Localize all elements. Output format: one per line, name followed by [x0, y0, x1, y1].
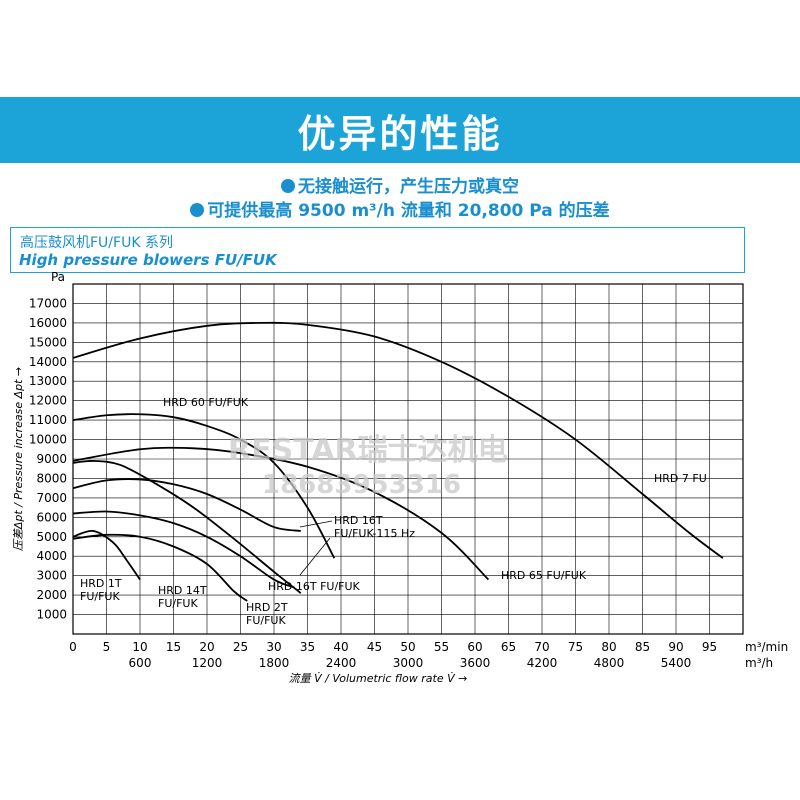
- x-unit-top-label: m³/min: [745, 640, 788, 654]
- y-tick-label: 1000: [36, 608, 67, 622]
- series-label-5: HRD 16T FU/FUK: [268, 580, 361, 593]
- y-tick-label: 17000: [29, 296, 67, 310]
- x-tick-label: 10: [132, 640, 147, 654]
- x-tick-label: 85: [635, 640, 650, 654]
- series-curve-3: [72, 446, 490, 581]
- x-tick-label-bottom: 600: [129, 656, 152, 670]
- x-tick-label: 55: [434, 640, 449, 654]
- x-tick-label: 40: [333, 640, 348, 654]
- title-banner: 优异的性能: [0, 97, 800, 163]
- y-tick-label: 11000: [29, 413, 67, 427]
- y-axis-title: 压差Δpt / Pressure increase Δpt →: [12, 367, 25, 551]
- x-tick-label: 35: [300, 640, 315, 654]
- series-label-3: HRD 65 FU/FUK: [501, 569, 587, 582]
- y-tick-label: 14000: [29, 355, 67, 369]
- series-label-2: HRD 60 FU/FUK: [163, 396, 249, 409]
- x-tick-label: 5: [103, 640, 111, 654]
- feature-bullet-2: 可提供最高 9500 m³/h 流量和 20,800 Pa 的压差: [0, 196, 800, 221]
- x-axis-title: 流量 V̇ / Volumetric flow rate V̇ →: [289, 672, 468, 685]
- series-caption: 高压鼓风机FU/FUK 系列 High pressure blowers FU/…: [10, 227, 745, 273]
- y-tick-label: 8000: [36, 471, 67, 485]
- x-tick-label: 60: [467, 640, 482, 654]
- page-title: 优异的性能: [297, 111, 503, 156]
- x-tick-label-bottom: 3600: [460, 656, 491, 670]
- y-tick-label: 4000: [36, 549, 67, 563]
- series-curve-1: [72, 321, 724, 559]
- x-tick-label: 80: [601, 640, 616, 654]
- y-tick-label: 3000: [36, 569, 67, 583]
- y-tick-label: 7000: [36, 491, 67, 505]
- y-tick-label: 9000: [36, 452, 67, 466]
- watermark-line-2: 18683953316: [262, 470, 461, 500]
- x-tick-label: 0: [69, 640, 77, 654]
- x-tick-label: 30: [266, 640, 281, 654]
- y-unit-label: Pa: [51, 270, 65, 284]
- x-tick-label: 50: [400, 640, 415, 654]
- x-tick-label-bottom: 4800: [594, 656, 625, 670]
- x-tick-label-bottom: 1200: [192, 656, 223, 670]
- x-tick-label-bottom: 5400: [661, 656, 692, 670]
- series-label-1: HRD 7 FU: [654, 472, 707, 485]
- x-tick-label: 95: [702, 640, 717, 654]
- x-tick-label: 90: [668, 640, 683, 654]
- bullet-dot-icon: [281, 179, 295, 193]
- x-tick-label: 45: [367, 640, 382, 654]
- y-tick-label: 5000: [36, 530, 67, 544]
- x-tick-label-bottom: 2400: [326, 656, 357, 670]
- series-label-6: HRD 2T FU/FUK: [246, 601, 288, 627]
- series-curve-7: [72, 533, 248, 602]
- label-pointer: [299, 537, 331, 576]
- series-curve-6: [72, 510, 295, 589]
- x-tick-label: 25: [233, 640, 248, 654]
- x-tick-label: 75: [568, 640, 583, 654]
- y-tick-label: 12000: [29, 394, 67, 408]
- x-tick-label: 70: [534, 640, 549, 654]
- caption-zh: 高压鼓风机FU/FUK 系列: [20, 235, 173, 251]
- watermark-line-1: RESTAR瑞士达机电: [228, 433, 508, 468]
- series-curve-5: [72, 478, 301, 532]
- x-tick-label: 20: [199, 640, 214, 654]
- feature-bullet-1: 无接触运行，产生压力或真空: [0, 172, 800, 197]
- series-label-7: HRD 14T FU/FUK: [158, 584, 207, 610]
- x-tick-label: 15: [166, 640, 181, 654]
- x-tick-label: 65: [501, 640, 516, 654]
- y-tick-label: 2000: [36, 588, 67, 602]
- x-tick-label-bottom: 4200: [527, 656, 558, 670]
- series-curve-2: [72, 413, 336, 559]
- y-tick-label: 15000: [29, 335, 67, 349]
- series-curve-8: [72, 529, 141, 581]
- plot-frame: [72, 283, 744, 635]
- y-tick-label: 10000: [29, 433, 67, 447]
- x-tick-label-bottom: 3000: [393, 656, 424, 670]
- y-tick-label: 16000: [29, 316, 67, 330]
- caption-en: High pressure blowers FU/FUK: [19, 251, 277, 269]
- bullet-text-2: 可提供最高 9500 m³/h 流量和 20,800 Pa 的压差: [207, 201, 610, 221]
- y-tick-label: 13000: [29, 374, 67, 388]
- bullet-dot-icon: [190, 203, 205, 217]
- x-tick-label-bottom: 1800: [259, 656, 290, 670]
- series-label-4: HRD 16T FU/FUK-115 Hz: [334, 514, 415, 540]
- y-tick-label: 6000: [36, 510, 67, 524]
- x-unit-bottom-label: m³/h: [745, 656, 773, 670]
- bullet-text-1: 无接触运行，产生压力或真空: [298, 177, 519, 197]
- series-curve-4: [72, 460, 302, 594]
- label-pointer: [299, 520, 333, 528]
- series-label-8: HRD 1T FU/FUK: [80, 577, 122, 603]
